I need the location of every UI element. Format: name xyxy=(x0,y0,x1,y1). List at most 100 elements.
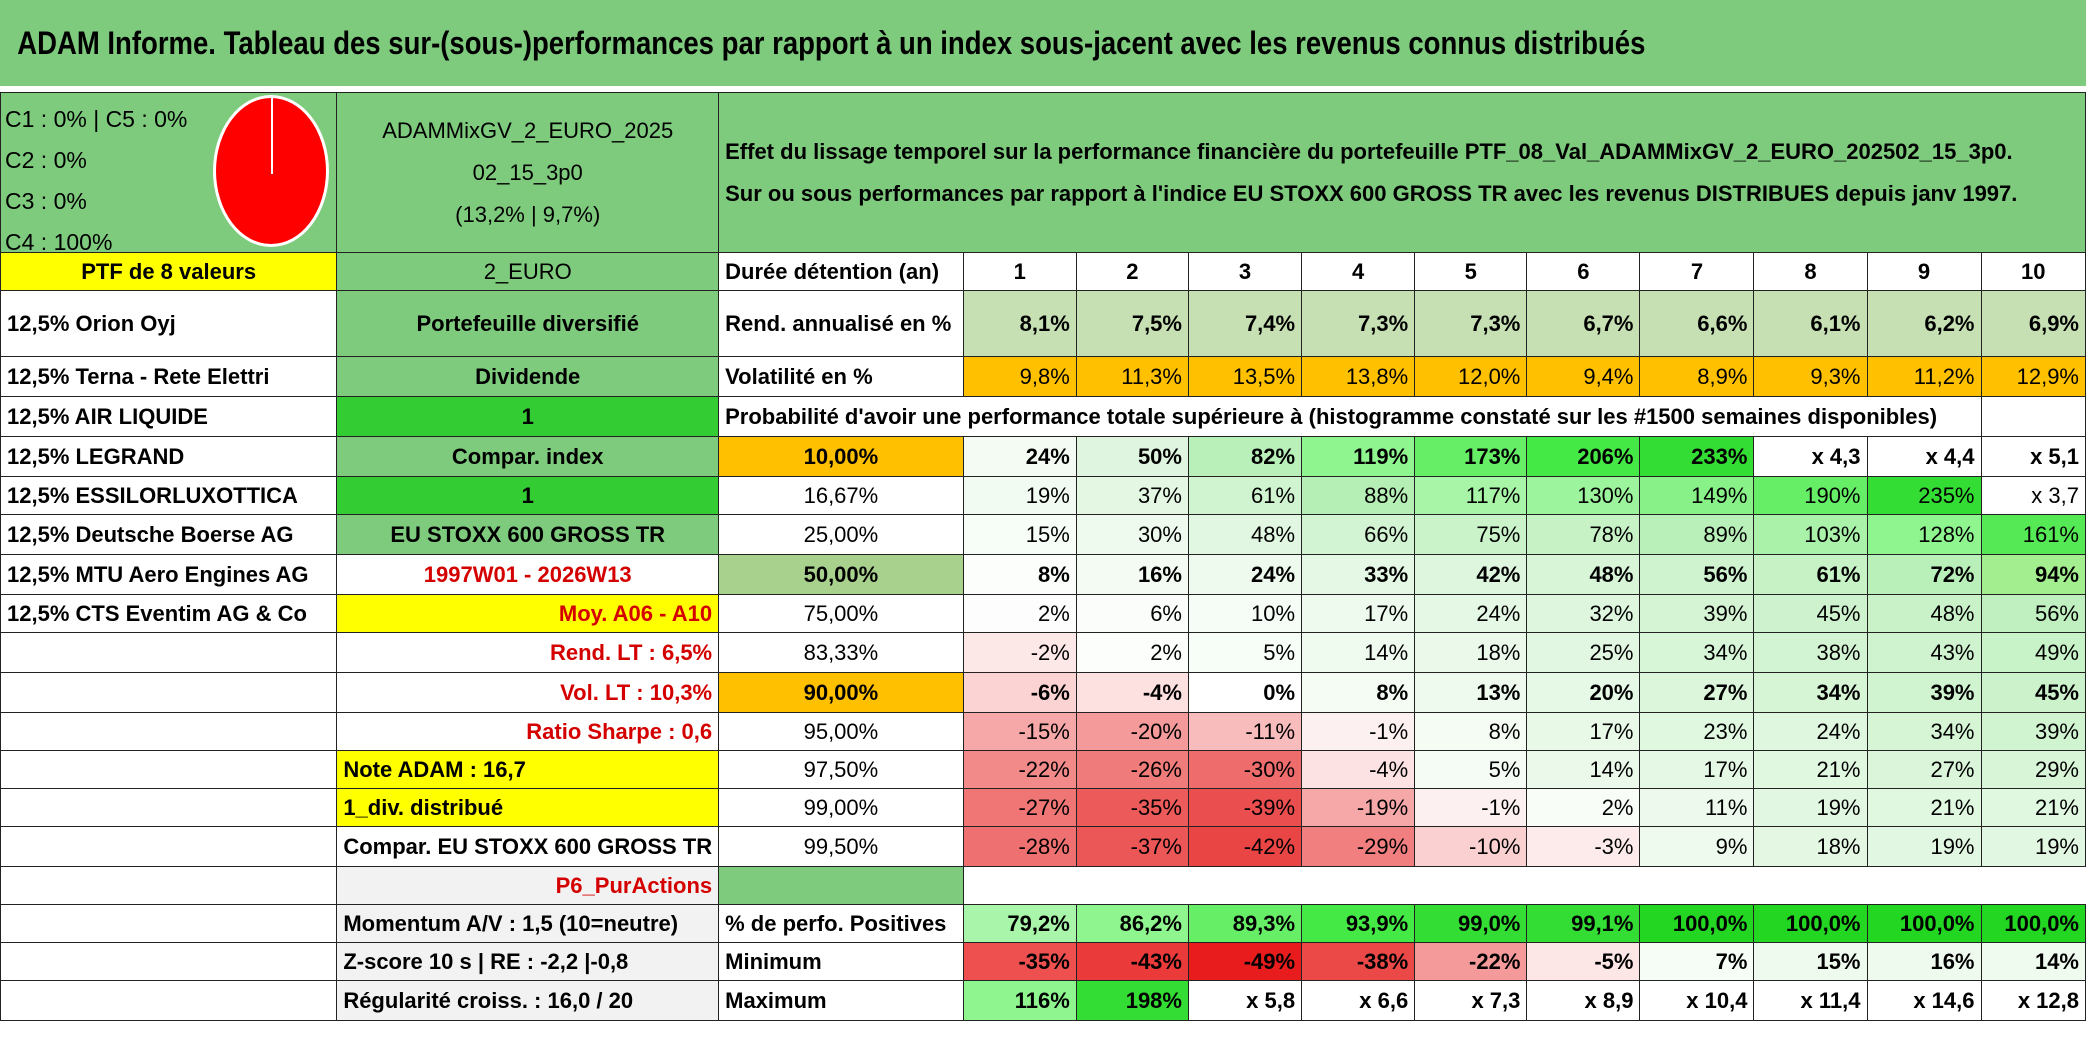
proba-value: 8% xyxy=(962,554,1077,595)
proba-value: 48% xyxy=(1526,554,1641,595)
proba-value: 56% xyxy=(1639,554,1755,595)
min-value: -43% xyxy=(1075,942,1189,981)
description-line-1: Effet du lissage temporel sur la perform… xyxy=(725,138,2013,164)
pos-value: 86,2% xyxy=(1075,904,1189,943)
proba-value: 17% xyxy=(1526,712,1641,751)
pie-slice-line xyxy=(271,98,273,174)
vol-value: 9,3% xyxy=(1753,356,1868,397)
holding-6: 12,5% Deutsche Boerse AG xyxy=(0,514,338,555)
proba-value: 49% xyxy=(1980,632,2086,673)
proba-value: -28% xyxy=(962,826,1077,867)
rend-value: 7,5% xyxy=(1075,290,1189,357)
holding-1: 12,5% Orion Oyj xyxy=(0,290,338,357)
proba-value: -20% xyxy=(1075,712,1189,751)
holding-5: 12,5% ESSILORLUXOTTICA xyxy=(0,476,338,515)
holding-4: 12,5% LEGRAND xyxy=(0,436,338,477)
vol-value: 9,8% xyxy=(962,356,1077,397)
proba-value: 128% xyxy=(1866,514,1982,555)
proba-value: 94% xyxy=(1980,554,2086,595)
compar-index-label: Compar. index xyxy=(336,436,720,477)
proba-value: 20% xyxy=(1526,672,1641,713)
pos-value: 99,1% xyxy=(1526,904,1641,943)
holding-3: 12,5% AIR LIQUIDE xyxy=(0,396,338,437)
proba-value: 206% xyxy=(1526,436,1641,477)
proba-value: -11% xyxy=(1187,712,1303,751)
zscore: Z-score 10 s | RE : -2,2 |-0,8 xyxy=(336,942,720,981)
empty-cell xyxy=(0,980,338,1021)
year-header: 10 xyxy=(1980,252,2086,291)
min-value: -35% xyxy=(962,942,1077,981)
proba-value: 21% xyxy=(1980,788,2086,827)
rend-value: 6,6% xyxy=(1639,290,1755,357)
proba-value: 43% xyxy=(1866,632,1982,673)
portfolio-name-cell: ADAMMixGV_2_EURO_2025 02_15_3p0 (13,2% |… xyxy=(336,92,720,253)
proba-value: 19% xyxy=(1980,826,2086,867)
proba-threshold: 83,33% xyxy=(718,632,964,673)
empty-cell xyxy=(0,866,338,905)
empty-cell xyxy=(0,826,338,867)
proba-value: 5% xyxy=(1187,632,1303,673)
proba-value: 27% xyxy=(1866,750,1982,789)
min-value: -22% xyxy=(1414,942,1528,981)
max-value: x 5,8 xyxy=(1187,980,1303,1021)
proba-value: 24% xyxy=(1187,554,1303,595)
proba-value: 6% xyxy=(1075,594,1189,633)
year-header: 7 xyxy=(1639,252,1755,291)
proba-threshold: 99,50% xyxy=(718,826,964,867)
dividend-label: Dividende xyxy=(336,356,720,397)
proba-value: 5% xyxy=(1414,750,1528,789)
proba-value: 72% xyxy=(1866,554,1982,595)
year-header: 8 xyxy=(1753,252,1868,291)
momentum: Momentum A/V : 1,5 (10=neutre) xyxy=(336,904,720,943)
proba-value: 33% xyxy=(1301,554,1416,595)
year-header: 5 xyxy=(1414,252,1528,291)
proba-value: 19% xyxy=(1866,826,1982,867)
proba-value: 61% xyxy=(1187,476,1303,515)
proba-value: 45% xyxy=(1753,594,1868,633)
pos-label: % de perfo. Positives xyxy=(718,904,964,943)
pos-value: 93,9% xyxy=(1301,904,1416,943)
proba-value: 66% xyxy=(1301,514,1416,555)
proba-value: 48% xyxy=(1187,514,1303,555)
proba-value: 130% xyxy=(1526,476,1641,515)
pos-value: 89,3% xyxy=(1187,904,1303,943)
holding-2: 12,5% Terna - Rete Elettri xyxy=(0,356,338,397)
min-value: -38% xyxy=(1301,942,1416,981)
proba-value: x 3,7 xyxy=(1980,476,2086,515)
min-value: -49% xyxy=(1187,942,1303,981)
proba-value: 11% xyxy=(1639,788,1755,827)
proba-value: 19% xyxy=(962,476,1077,515)
proba-value: -6% xyxy=(962,672,1077,713)
proba-value: -10% xyxy=(1414,826,1528,867)
proba-value: -27% xyxy=(962,788,1077,827)
proba-value: 30% xyxy=(1075,514,1189,555)
year-header: 6 xyxy=(1526,252,1641,291)
vol-value: 12,0% xyxy=(1414,356,1528,397)
proba-value: 24% xyxy=(1414,594,1528,633)
proba-value: 38% xyxy=(1753,632,1868,673)
proba-threshold: 75,00% xyxy=(718,594,964,633)
proba-value: 34% xyxy=(1639,632,1755,673)
dividend-value: 1 xyxy=(336,396,720,437)
proba-value: 161% xyxy=(1980,514,2086,555)
cat-c2: C2 : 0% xyxy=(5,147,87,173)
proba-threshold: 50,00% xyxy=(718,554,964,595)
rend-value: 6,7% xyxy=(1526,290,1641,357)
max-value: x 14,6 xyxy=(1866,980,1982,1021)
ptf-label: PTF de 8 valeurs xyxy=(0,252,338,291)
proba-value: 32% xyxy=(1526,594,1641,633)
duration-label: Durée détention (an) xyxy=(718,252,964,291)
year-header: 4 xyxy=(1301,252,1416,291)
proba-value: 21% xyxy=(1753,750,1868,789)
ratio-sharpe: Ratio Sharpe : 0,6 xyxy=(336,712,720,751)
proba-value: -39% xyxy=(1187,788,1303,827)
proba-value: 103% xyxy=(1753,514,1868,555)
proba-value: -35% xyxy=(1075,788,1189,827)
proba-value: x 5,1 xyxy=(1980,436,2086,477)
proba-value: 23% xyxy=(1639,712,1755,751)
max-value: x 8,9 xyxy=(1526,980,1641,1021)
proba-value: 2% xyxy=(962,594,1077,633)
proba-label: Probabilité d'avoir une performance tota… xyxy=(718,396,1982,437)
proba-value: -4% xyxy=(1301,750,1416,789)
empty-green-cell xyxy=(718,866,964,905)
